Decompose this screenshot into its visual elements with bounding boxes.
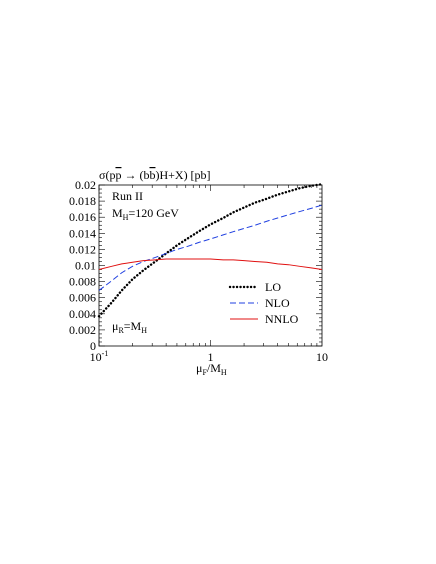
y-tick-label: 0.006 xyxy=(69,291,96,305)
scale-main: μ xyxy=(112,319,118,333)
y-tick-label: 0.018 xyxy=(69,194,96,208)
title-mid: → (b xyxy=(121,168,149,182)
scale-sub2: H xyxy=(141,326,147,335)
x-tick-exponent: -1 xyxy=(102,349,109,358)
x-tick-base: 1 xyxy=(208,350,214,364)
x-tick-label: 1 xyxy=(208,350,214,364)
title-post: )H+X) [pb] xyxy=(155,168,210,182)
title-bbar: b xyxy=(149,168,155,182)
x-tick-label: 10 xyxy=(316,350,328,364)
legend: LO NLO NNLO xyxy=(228,280,299,326)
y-tick-label: 0.012 xyxy=(69,242,96,256)
y-tick-labels: 0 0.002 0.004 0.006 0.008 0.01 0.012 0.014 0.016… xyxy=(69,178,96,353)
y-tick-label: 0.02 xyxy=(75,178,96,192)
xlabel-sub2: H xyxy=(221,368,227,377)
y-tick-label: 0.002 xyxy=(69,323,96,337)
xlabel-main: μ xyxy=(196,361,202,375)
y-tick-label: 0.008 xyxy=(69,275,96,289)
legend-label-lo: LO xyxy=(265,280,281,294)
series-line-nnlo xyxy=(98,258,323,271)
scale-label: μR=MH xyxy=(112,319,147,335)
scale-eq: =M xyxy=(124,319,142,333)
legend-label-nnlo: NNLO xyxy=(265,312,299,326)
series-group xyxy=(97,183,324,318)
run-label: Run II xyxy=(112,189,143,203)
series-line-nlo xyxy=(98,204,323,291)
legend-label-nlo: NLO xyxy=(265,296,290,310)
scale-sub: R xyxy=(118,326,124,335)
x-axis-label: μF/MH xyxy=(196,361,227,377)
mass-sub: H xyxy=(123,213,129,222)
x-tick-base: 10 xyxy=(316,350,328,364)
xlabel-sub: F xyxy=(202,368,207,377)
title-pbar: p xyxy=(115,168,121,182)
series-line-lo xyxy=(97,183,324,318)
y-tick-label: 0.004 xyxy=(69,307,96,321)
y-tick-label: 0.014 xyxy=(69,226,96,240)
mass-value: =120 GeV xyxy=(128,206,179,220)
x-tick-base: 10 xyxy=(90,350,102,364)
y-tick-label: 0.01 xyxy=(75,259,96,273)
y-tick-label: 0 xyxy=(90,339,96,353)
y-tick-label: 0.016 xyxy=(69,210,96,224)
title-pre: σ(p xyxy=(99,168,115,182)
chart-title: σ(pp → (bb)H+X) [pb] xyxy=(99,168,211,182)
x-tick-label: 10-1 xyxy=(90,349,109,364)
xlabel-slash: /M xyxy=(207,361,221,375)
mass-label: MH=120 GeV xyxy=(112,206,179,222)
x-tick-labels: 10-1 1 10 xyxy=(90,349,328,364)
mass-main: M xyxy=(112,206,123,220)
